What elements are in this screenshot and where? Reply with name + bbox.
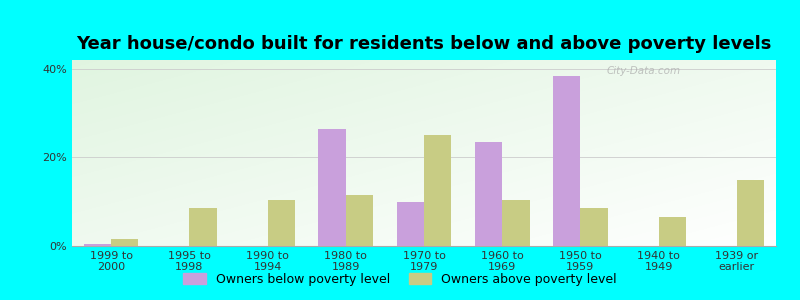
Bar <box>475 142 502 246</box>
Title: Year house/condo built for residents below and above poverty levels: Year house/condo built for residents bel… <box>76 35 772 53</box>
Bar <box>553 76 581 246</box>
Bar <box>267 200 295 246</box>
Bar <box>111 239 138 246</box>
Bar <box>397 202 424 246</box>
Text: City-Data.com: City-Data.com <box>607 66 681 76</box>
Legend: Owners below poverty level, Owners above poverty level: Owners below poverty level, Owners above… <box>178 268 622 291</box>
Bar <box>424 135 451 246</box>
Bar <box>658 217 686 246</box>
Bar <box>502 200 530 246</box>
Bar <box>581 208 608 246</box>
Bar <box>190 208 217 246</box>
Bar <box>84 244 111 246</box>
Bar <box>346 195 373 246</box>
Bar <box>737 180 764 246</box>
Bar <box>318 129 346 246</box>
